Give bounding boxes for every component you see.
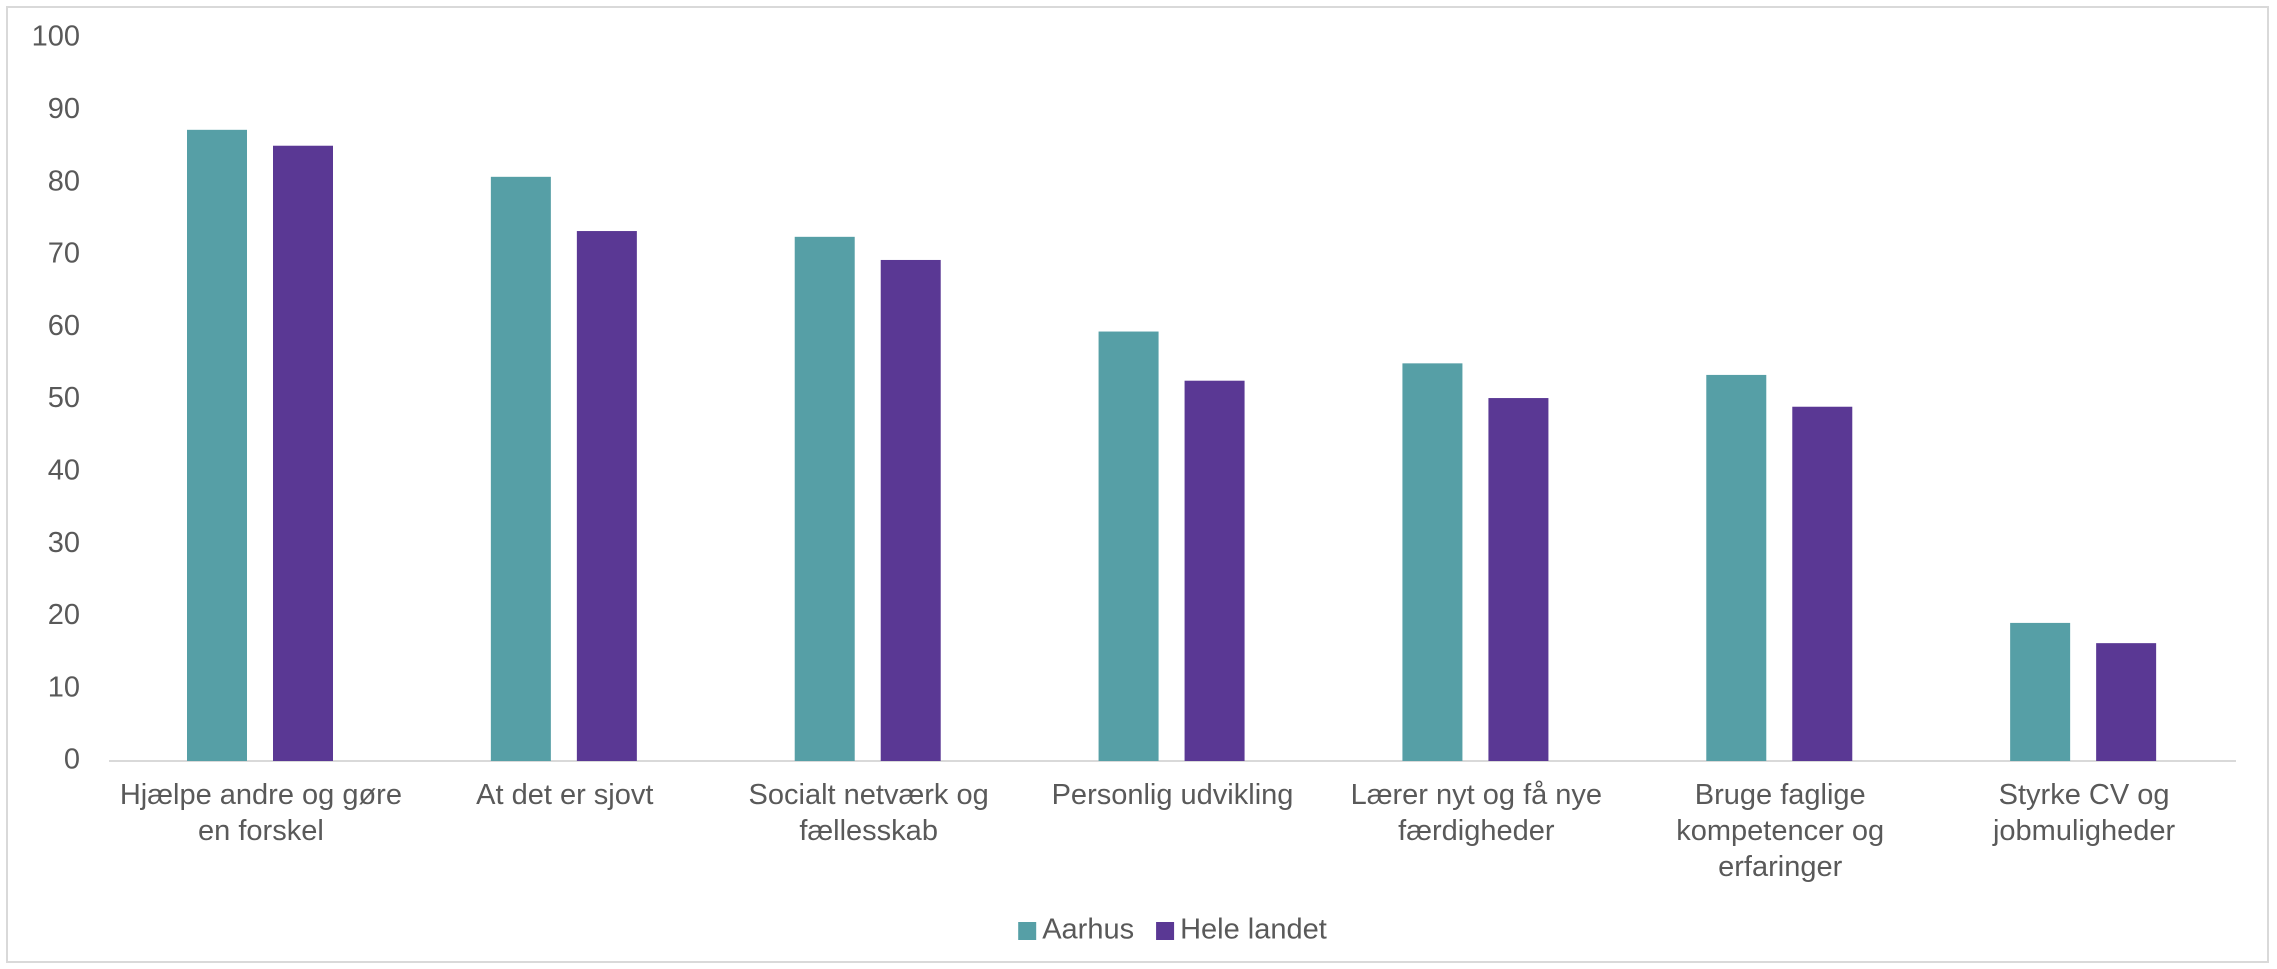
y-tick-label: 50 — [48, 382, 80, 414]
bar — [1792, 406, 1853, 761]
bar — [273, 145, 333, 762]
y-tick-label: 60 — [48, 310, 80, 342]
bar — [1488, 398, 1549, 761]
bar — [794, 236, 855, 761]
x-tick-label: Bruge faglige kompetencer og erfaringer — [1676, 779, 1885, 883]
bar — [1098, 331, 1159, 761]
y-tick-label: 20 — [48, 599, 80, 631]
y-tick-label: 30 — [48, 527, 80, 559]
legend-swatch — [1018, 922, 1037, 940]
bar — [2010, 622, 2071, 761]
bar — [1184, 380, 1245, 761]
x-tick-label: Socialt netværk og fællesskab — [748, 779, 989, 847]
bar — [1706, 374, 1767, 761]
legend-label: Hele landet — [1180, 914, 1327, 946]
y-tick-label: 10 — [48, 671, 80, 703]
legend-label: Aarhus — [1042, 914, 1134, 946]
legend-swatch — [1156, 922, 1175, 940]
x-tick-label: Styrke CV og jobmuligheder — [1992, 779, 2176, 847]
chart-border — [6, 6, 2269, 963]
bar — [187, 129, 247, 762]
bar — [576, 231, 637, 761]
x-tick-label: At det er sjovt — [476, 779, 654, 811]
x-tick-label: Personlig udvikling — [1051, 779, 1294, 811]
bar — [1402, 363, 1463, 761]
x-tick-label: Hjælpe andre og gøre en forskel — [119, 779, 402, 847]
bar — [490, 176, 551, 762]
y-tick-label: 0 — [64, 744, 80, 776]
y-tick-label: 80 — [48, 165, 80, 197]
bar — [880, 259, 941, 761]
y-tick-label: 40 — [48, 454, 80, 486]
bar — [2096, 643, 2157, 761]
y-tick-label: 70 — [48, 238, 80, 270]
y-tick-label: 100 — [32, 21, 80, 53]
x-tick-label: Lærer nyt og få nye færdigheder — [1350, 779, 1603, 847]
y-tick-label: 90 — [48, 93, 80, 125]
